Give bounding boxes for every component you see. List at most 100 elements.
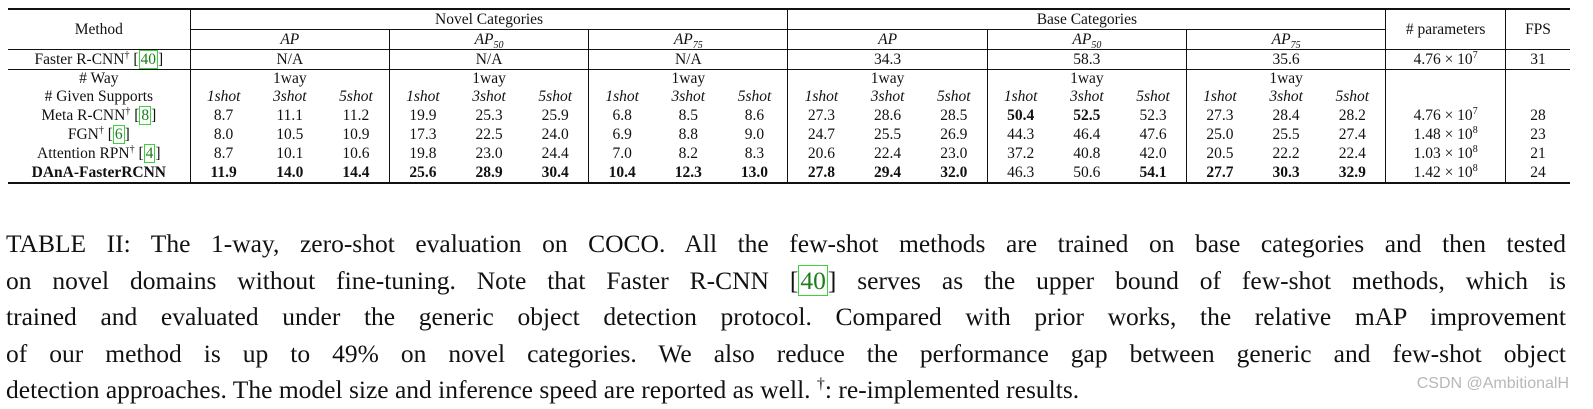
value-cell: 32.0 bbox=[920, 163, 988, 183]
metric-name: AP bbox=[474, 31, 494, 48]
caption-dagger: † bbox=[816, 375, 825, 393]
value-cell: 9.0 bbox=[721, 125, 789, 144]
value-cell: 22.5 bbox=[475, 126, 503, 143]
value-cell: 26.9 bbox=[920, 125, 988, 144]
value-cell: 27.8 bbox=[807, 164, 835, 181]
faster-novel-ap: N/A bbox=[190, 49, 390, 70]
dagger-mark: † bbox=[124, 49, 130, 61]
value-cell: 8.7 bbox=[213, 107, 234, 124]
method-name: FGN bbox=[67, 126, 99, 143]
caption-line-2-start: on novel domains without fine-tuning. No… bbox=[6, 265, 799, 295]
params-exponent: 8 bbox=[1472, 124, 1478, 136]
value-cell: 8.3 bbox=[721, 144, 789, 163]
faster-base-ap50: 58.3 bbox=[987, 49, 1187, 70]
method-name: DAnA-FasterRCNN bbox=[31, 164, 166, 181]
shot-label: 5shot bbox=[1120, 87, 1187, 106]
value-cell: 22.4 bbox=[874, 145, 902, 162]
value-cell: 44.3 bbox=[1007, 126, 1035, 143]
shot-label: 3shot bbox=[272, 88, 307, 105]
shot-label: 3shot bbox=[671, 88, 706, 105]
caption-line-4: of our method is up to 49% on novel cate… bbox=[6, 338, 1566, 368]
params-exponent: 8 bbox=[1472, 162, 1478, 174]
citation-link[interactable]: 40 bbox=[138, 50, 158, 69]
caption-line-2-end: ] serves as the upper bound of few-shot … bbox=[827, 265, 1566, 295]
value-cell: 50.4 bbox=[1007, 107, 1035, 124]
empty-cell bbox=[1385, 69, 1507, 87]
watermark: CSDN @AmbitionalH bbox=[1416, 375, 1569, 392]
value-cell: 25.0 bbox=[1206, 126, 1234, 143]
value-cell: 17.3 bbox=[409, 126, 437, 143]
fps-cell: 24 bbox=[1530, 164, 1546, 181]
params-exponent: 8 bbox=[1472, 143, 1478, 155]
base-categories-header: Base Categories bbox=[787, 9, 1387, 30]
value-cell: 10.9 bbox=[323, 125, 390, 144]
method-name: Meta R-CNN bbox=[41, 107, 126, 124]
value-cell: 28.2 bbox=[1319, 106, 1387, 125]
value-cell: 25.6 bbox=[409, 164, 437, 181]
value-cell: 8.8 bbox=[678, 126, 698, 143]
dagger-mark: † bbox=[98, 124, 104, 136]
way-value: 1way bbox=[987, 69, 1187, 87]
value-cell: 10.1 bbox=[276, 145, 304, 162]
metric-name: AP bbox=[1271, 31, 1291, 48]
value-cell: 23.0 bbox=[475, 145, 503, 162]
faster-params-mantissa: 4.76 × 10 bbox=[1413, 51, 1473, 68]
value-cell: 46.4 bbox=[1073, 126, 1101, 143]
value-cell: 24.7 bbox=[807, 126, 835, 143]
faster-rcnn-name: Faster R-CNN bbox=[34, 51, 125, 68]
empty-cell bbox=[1385, 87, 1507, 106]
faster-rcnn-method-cell: Faster R-CNN† [40] bbox=[8, 49, 191, 70]
shot-label: 5shot bbox=[323, 87, 390, 106]
shot-label: 5shot bbox=[721, 87, 789, 106]
value-cell: 22.2 bbox=[1272, 145, 1300, 162]
value-cell: 14.4 bbox=[323, 163, 390, 183]
value-cell: 11.9 bbox=[210, 164, 237, 181]
fps-cell: 28 bbox=[1530, 107, 1546, 124]
shot-label: 1shot bbox=[605, 88, 639, 105]
value-cell: 27.7 bbox=[1206, 164, 1234, 181]
value-cell: 19.9 bbox=[409, 107, 437, 124]
value-cell: 28.5 bbox=[920, 106, 988, 125]
value-cell: 24.4 bbox=[522, 144, 590, 163]
way-value: 1way bbox=[588, 69, 789, 87]
value-cell: 50.6 bbox=[1073, 164, 1101, 181]
novel-categories-header: Novel Categories bbox=[190, 9, 789, 30]
way-value: 1way bbox=[1186, 69, 1387, 87]
way-value: 1way bbox=[787, 69, 988, 87]
value-cell: 42.0 bbox=[1120, 144, 1187, 163]
method-name-cell: Meta R-CNN† [8] bbox=[8, 106, 191, 125]
value-cell: 27.3 bbox=[807, 107, 835, 124]
metric-header: AP bbox=[787, 29, 988, 50]
value-cell: 52.5 bbox=[1073, 107, 1101, 124]
method-name-cell: DAnA-FasterRCNN bbox=[8, 163, 191, 183]
faster-base-ap75: 35.6 bbox=[1186, 49, 1387, 70]
way-value: 1way bbox=[190, 69, 390, 87]
citation-link[interactable]: 4 bbox=[143, 144, 156, 163]
citation-link[interactable]: 6 bbox=[112, 125, 125, 144]
faster-params: 4.76 × 107 bbox=[1385, 49, 1507, 70]
value-cell: 12.3 bbox=[674, 164, 702, 181]
value-cell: 30.3 bbox=[1272, 164, 1300, 181]
dagger-mark: † bbox=[129, 143, 135, 155]
value-cell: 27.4 bbox=[1319, 125, 1387, 144]
value-cell: 52.3 bbox=[1120, 106, 1187, 125]
shot-label: 1shot bbox=[406, 88, 440, 105]
shot-label: 1shot bbox=[206, 88, 241, 105]
metric-header: AP50 bbox=[987, 29, 1187, 51]
method-name-cell: Attention RPN† [4] bbox=[8, 143, 191, 163]
table-row: Attention RPN† [4] 8.7 10.1 10.6 19.8 23.0 24.… bbox=[8, 144, 1570, 163]
method-name: Attention RPN bbox=[37, 145, 130, 162]
faster-base-ap: 34.3 bbox=[787, 49, 988, 70]
metric-subscript: 50 bbox=[493, 40, 504, 52]
fps-header: FPS bbox=[1505, 9, 1570, 50]
caption-citation-link[interactable]: 40 bbox=[798, 264, 828, 296]
metric-name: AP bbox=[1072, 31, 1092, 48]
shot-label: 5shot bbox=[1319, 87, 1387, 106]
way-label: # Way bbox=[8, 69, 191, 87]
table-row: FGN† [6] 8.0 10.5 10.9 17.3 22.5 24.0 6.9 8.8 9.0… bbox=[8, 125, 1570, 144]
caption-line-5-start: detection approaches. The model size and… bbox=[6, 375, 817, 404]
citation-link[interactable]: 8 bbox=[139, 106, 152, 125]
params-mantissa: 1.03 × 10 bbox=[1413, 145, 1473, 162]
shot-label: 1shot bbox=[804, 88, 839, 105]
value-cell: 47.6 bbox=[1120, 125, 1187, 144]
